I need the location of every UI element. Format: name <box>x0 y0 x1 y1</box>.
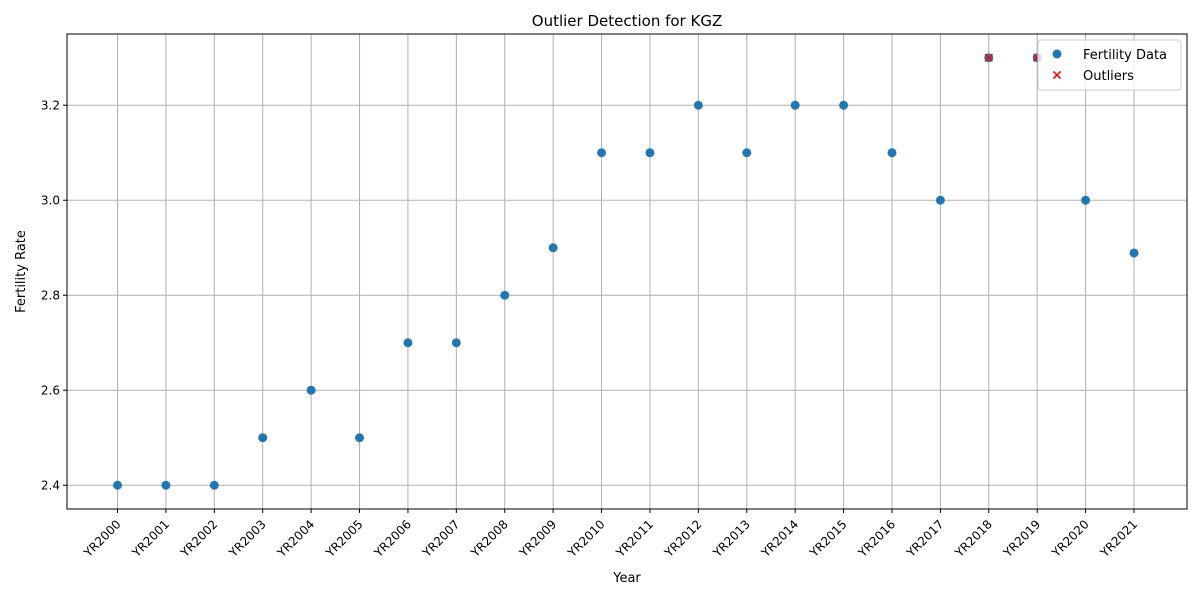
fertility-data-point <box>645 148 655 158</box>
legend-data-label: Fertility Data <box>1083 48 1167 63</box>
fertility-data-point <box>935 195 945 205</box>
fertility-data-point <box>306 385 316 395</box>
fertility-data-point <box>500 290 510 300</box>
legend-outlier-marker <box>1052 70 1062 80</box>
outlier-marker <box>984 53 993 62</box>
legend: Fertility Data Outliers <box>1037 39 1182 91</box>
fertility-data-point <box>790 100 800 110</box>
x-axis-label: Year <box>612 571 641 586</box>
fertility-data-point <box>742 148 752 158</box>
fertility-data-point <box>209 480 219 490</box>
fertility-data-point <box>839 100 849 110</box>
fertility-data-point <box>113 480 122 490</box>
grid-lines <box>67 34 1187 509</box>
fertility-data-point <box>161 480 171 490</box>
fertility-data-point <box>887 148 897 158</box>
fertility-data-point <box>597 148 607 158</box>
fertility-data-point <box>1081 195 1091 205</box>
y-tick-label: 3.0 <box>41 193 60 207</box>
y-tick-label: 2.8 <box>41 288 60 302</box>
outlier-marker-stroke <box>984 53 993 62</box>
y-tick-label: 2.4 <box>41 478 60 492</box>
fertility-data-point <box>693 100 703 110</box>
fertility-data-point <box>548 243 558 253</box>
fertility-data-point <box>1129 248 1139 258</box>
chart-title: Outlier Detection for KGZ <box>532 12 722 30</box>
plot-frame <box>66 33 1188 510</box>
fertility-data-point <box>451 338 461 348</box>
y-tick-label: 3.2 <box>41 98 60 112</box>
y-tick-label: 2.6 <box>41 383 60 397</box>
fertility-data-point <box>403 338 413 348</box>
legend-box <box>1037 39 1182 91</box>
legend-data-marker <box>1052 49 1062 59</box>
fertility-data-point <box>355 433 365 443</box>
legend-outlier-label: Outliers <box>1083 69 1134 84</box>
y-axis-label: Fertility Rate <box>14 230 29 313</box>
fertility-data-point <box>258 433 268 443</box>
